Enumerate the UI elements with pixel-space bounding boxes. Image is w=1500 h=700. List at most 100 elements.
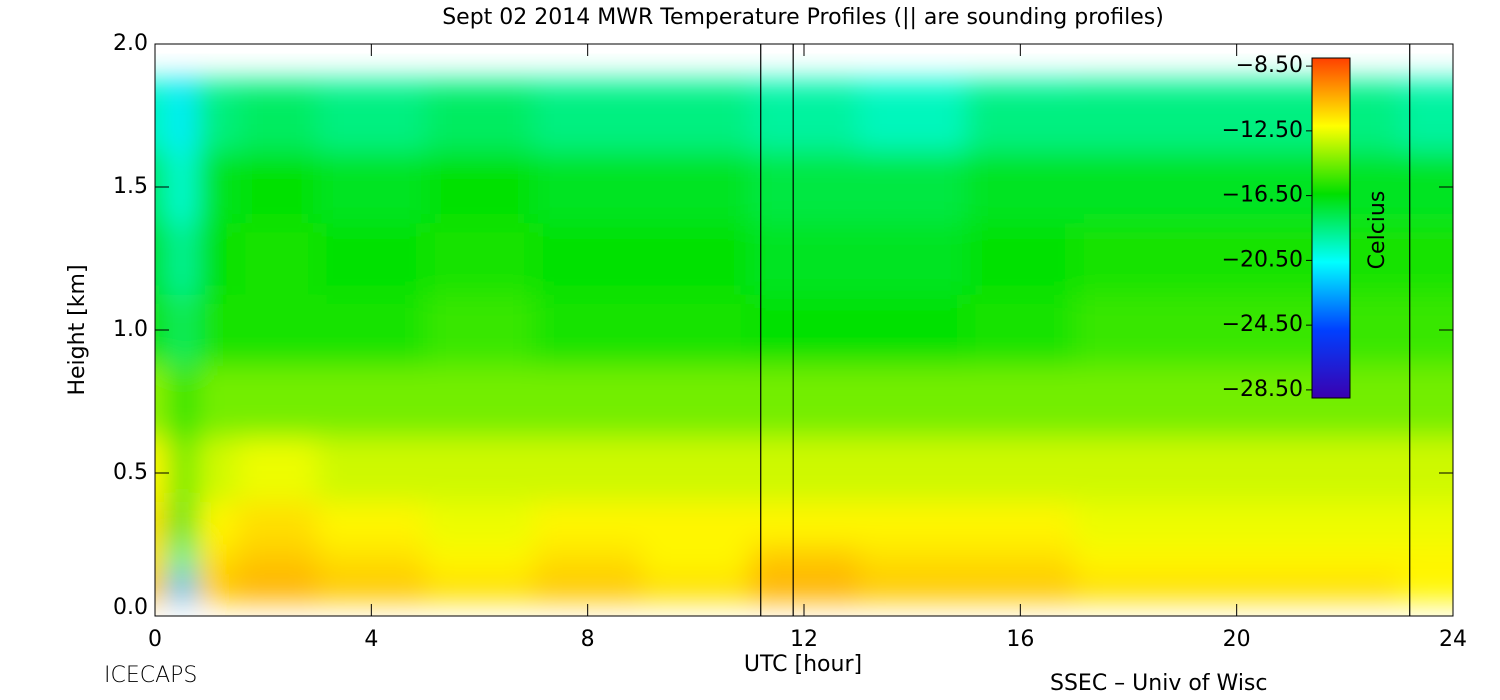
footer-right: SSEC – Univ of Wisc — [1050, 671, 1268, 696]
heat-cell — [425, 151, 535, 224]
heat-cell — [533, 79, 643, 85]
heat-cell — [155, 501, 170, 545]
heat-cell — [749, 294, 859, 367]
heat-cell — [641, 222, 751, 295]
heat-cell — [236, 294, 318, 367]
x-tick-label: 12 — [790, 627, 818, 652]
colorbar-tick-label: −12.50 — [1222, 118, 1303, 143]
heat-cell — [425, 544, 535, 574]
heat-cell — [425, 79, 535, 152]
heat-cell — [168, 151, 197, 224]
heat-cell — [858, 501, 967, 545]
heat-cell — [168, 365, 197, 438]
heat-cell — [749, 79, 859, 152]
heat-cell — [236, 501, 318, 545]
heat-cell — [858, 222, 967, 295]
heat-cell — [966, 79, 1075, 85]
heat-cell — [1182, 294, 1292, 367]
heat-cell — [966, 365, 1075, 438]
heat-cell — [966, 294, 1075, 367]
heat-cell — [155, 79, 170, 152]
heat-cell — [1398, 79, 1453, 85]
heat-cell — [1182, 573, 1292, 603]
heat-cell — [1074, 79, 1184, 85]
x-tick-label: 8 — [581, 627, 595, 652]
heat-cell — [1290, 573, 1400, 603]
heat-cell — [1398, 573, 1453, 603]
y-tick-label: 0.0 — [113, 595, 148, 620]
heat-cell — [533, 573, 643, 603]
heat-cell — [195, 294, 237, 367]
heat-cell — [966, 573, 1075, 603]
colorbar — [1311, 57, 1351, 399]
colorbar-tick-label: −8.50 — [1236, 53, 1303, 78]
heat-cell — [1398, 365, 1453, 438]
y-tick-label: 2.0 — [113, 31, 148, 56]
heat-cell — [533, 437, 643, 503]
heat-cell — [1074, 294, 1184, 367]
heat-cell — [195, 365, 237, 438]
colorbar-label: Celcius — [1365, 191, 1390, 270]
heat-cell — [317, 222, 426, 295]
heat-cell — [858, 437, 967, 503]
heat-cell — [1398, 79, 1453, 152]
heat-cell — [858, 151, 967, 224]
heat-cell — [858, 79, 967, 85]
heat-cell — [155, 544, 170, 574]
heat-cell — [236, 544, 318, 574]
y-axis-label: Height [km] — [65, 264, 90, 395]
heat-cell — [749, 79, 859, 85]
heat-cell — [425, 222, 535, 295]
heat-cell — [317, 365, 426, 438]
heat-cell — [858, 365, 967, 438]
heat-cell — [533, 222, 643, 295]
heat-cell — [858, 294, 967, 367]
colorbar-tick-label: −24.50 — [1222, 312, 1303, 337]
heat-cell — [195, 573, 237, 603]
heat-cell — [168, 79, 197, 85]
heat-cell — [1290, 501, 1400, 545]
heat-cell — [749, 544, 859, 574]
heat-cell — [1182, 501, 1292, 545]
heat-cell — [1182, 437, 1292, 503]
footer-left: ICECAPS — [104, 663, 197, 688]
heat-cell — [858, 544, 967, 574]
heat-cell — [533, 294, 643, 367]
heat-cell — [168, 544, 197, 574]
heat-cell — [168, 294, 197, 367]
chart-title: Sept 02 2014 MWR Temperature Profiles (|… — [442, 5, 1164, 30]
heat-cell — [195, 222, 237, 295]
heatmap — [155, 79, 1453, 603]
heat-cell — [155, 222, 170, 295]
heat-cell — [858, 573, 967, 603]
heat-cell — [749, 573, 859, 603]
heat-cell — [155, 365, 170, 438]
heat-cell — [1398, 501, 1453, 545]
heat-cell — [1398, 222, 1453, 295]
y-tick-label: 1.5 — [113, 174, 148, 199]
heat-cell — [317, 544, 426, 574]
heat-cell — [1398, 437, 1453, 503]
heat-cell — [1182, 79, 1292, 152]
x-tick-label: 4 — [364, 627, 378, 652]
colorbar-tick-label: −16.50 — [1222, 183, 1303, 208]
heat-cell — [966, 79, 1075, 152]
heat-cell — [155, 79, 170, 85]
heat-cell — [1182, 79, 1292, 85]
heat-cell — [236, 151, 318, 224]
heat-cell — [425, 294, 535, 367]
heat-cell — [1290, 544, 1400, 574]
heat-cell — [168, 501, 197, 545]
heat-cell — [155, 573, 170, 603]
heat-cell — [236, 222, 318, 295]
heat-cell — [533, 151, 643, 224]
heat-cell — [425, 501, 535, 545]
heat-cell — [425, 79, 535, 85]
colorbar-tick-label: −28.50 — [1222, 377, 1303, 402]
heat-cell — [641, 437, 751, 503]
heat-cell — [1182, 365, 1292, 438]
heat-cell — [317, 79, 426, 152]
y-tick-label: 1.0 — [113, 317, 148, 342]
heat-cell — [425, 573, 535, 603]
